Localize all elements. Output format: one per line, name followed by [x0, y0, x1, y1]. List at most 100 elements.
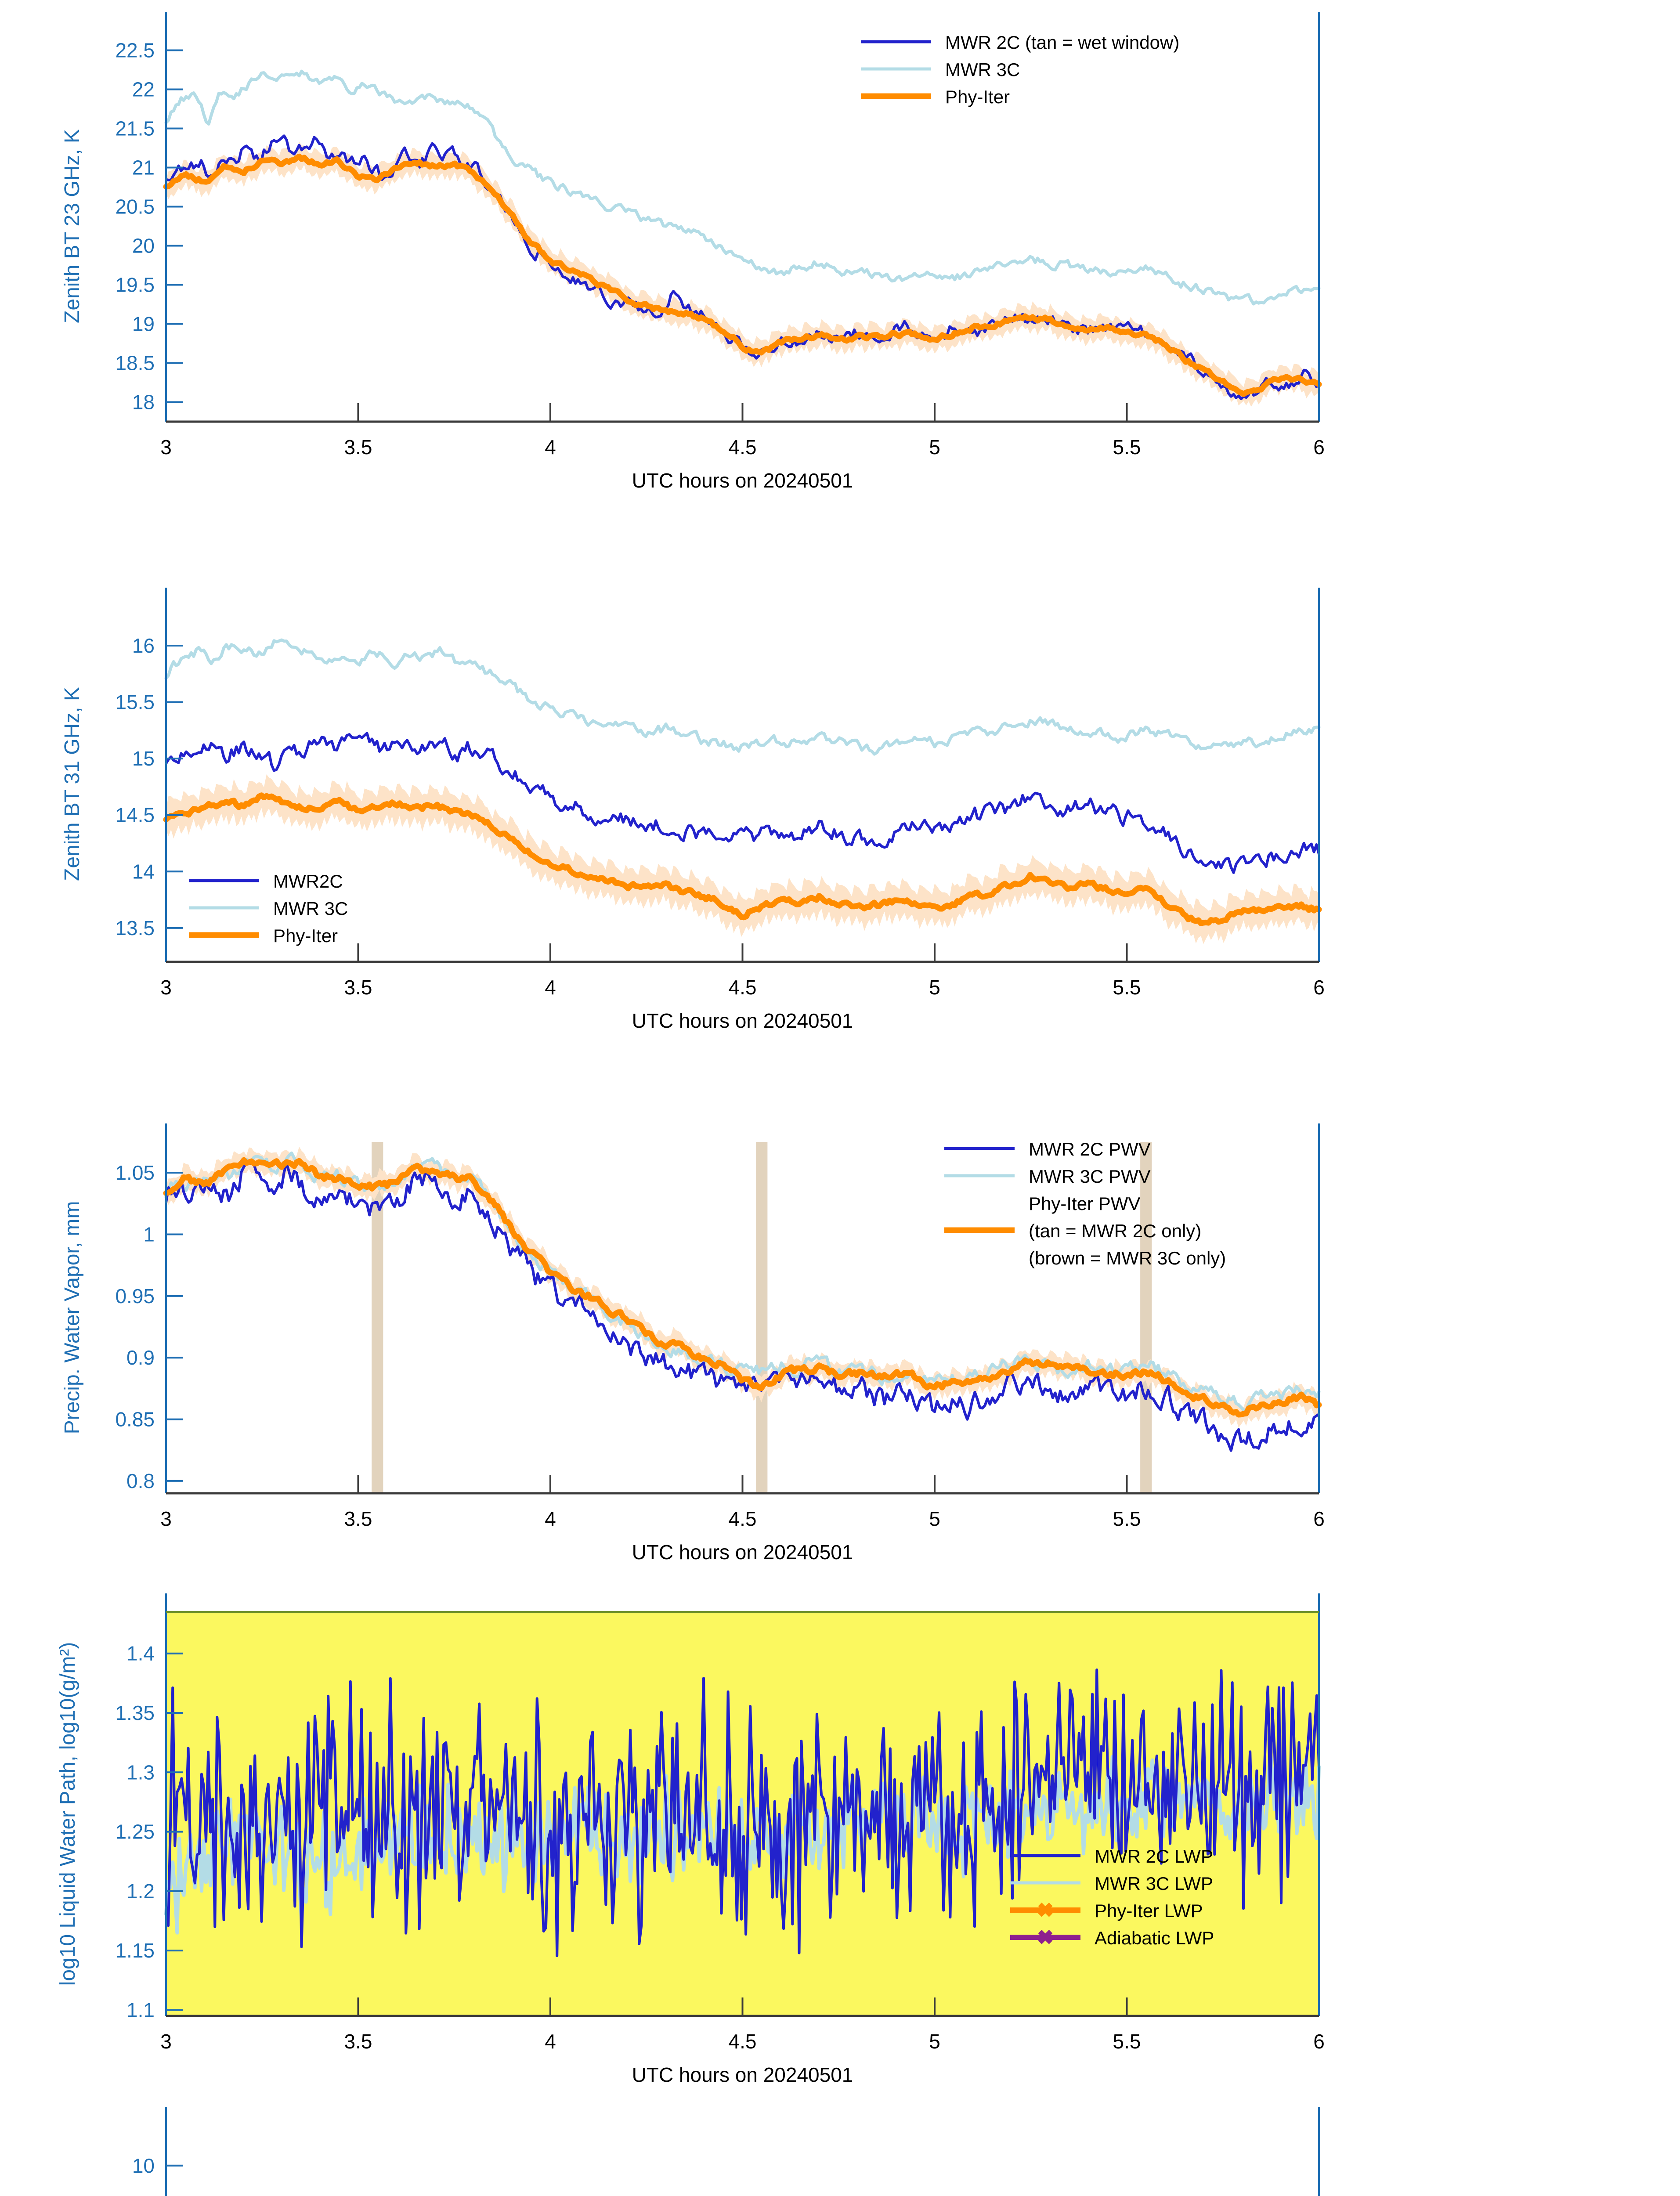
legend-label-2: Phy-Iter: [273, 925, 338, 946]
y-tick-label-5: 10: [132, 2154, 155, 2177]
x-tick-label-6: 6: [1313, 436, 1325, 459]
y-tick-label-2: 1.2: [126, 1880, 155, 1903]
x-tick-label-4: 5: [929, 2030, 940, 2053]
y-tick-label-0: 13.5: [115, 917, 155, 939]
x-tick-label-0: 3: [160, 2030, 172, 2053]
legend: MWR 2C LWP MWR 3C LWP ✖ Phy-Iter LWP ✖ Adiaba…: [1010, 1846, 1214, 1949]
legend: MWR 2C (tan = wet window) MWR 3C Phy-Iter: [861, 32, 1179, 107]
series-line-0: [164, 1151, 1321, 1412]
x-tick-label-5: 5.5: [1113, 1507, 1141, 1530]
y-tick-label-5: 20.5: [115, 195, 155, 218]
legend: MWR 2C PWV MWR 3C PWV Phy-Iter PWV (tan = M…: [944, 1139, 1226, 1268]
y-tick-label-6: 1.4: [126, 1642, 155, 1665]
x-axis-label: UTC hours on 20240501: [632, 1009, 853, 1032]
series-line-0: [164, 69, 1321, 306]
panel-lwp-svg: 1.1 1.15 1.2 1.25 1.3 1.35 1.4 3 3.5 4 4.5 5 5.5 6 UTC…: [56, 1593, 1325, 2086]
series-line-0: [164, 1747, 1321, 1935]
x-tick-label-2: 4: [545, 1507, 556, 1530]
x-tick-label-5: 5.5: [1113, 976, 1141, 999]
series-line-0: [164, 638, 1321, 756]
panel-zenith-bt-23ghz: 18 18.5 19 19.5 20 20.5 21 21.5 22 22.5 3 3.5 4 4.5 5 5…: [0, 0, 1680, 584]
x-tick-label-6: 6: [1313, 1507, 1325, 1530]
y-tick-label-2: 14.5: [115, 804, 155, 827]
x-tick-label-0: 3: [160, 1507, 172, 1530]
x-tick-label-0: 3: [160, 976, 172, 999]
panel-log10-lwp: 1.1 1.15 1.2 1.25 1.3 1.35 1.4 3 3.5 4 4.5 5 5.5 6 UTC…: [0, 1581, 1680, 2165]
x-tick-label-3: 4.5: [729, 436, 757, 459]
legend-marker-icon-3: ✖: [1037, 1926, 1054, 1949]
y-tick-label-3: 19.5: [115, 274, 155, 296]
uncertainty-band-2: [166, 141, 1319, 407]
legend-label-1: MWR 3C: [273, 898, 348, 919]
legend-label-2: Phy-Iter PWV: [1029, 1193, 1140, 1214]
panel-bt23-svg: 18 18.5 19 19.5 20 20.5 21 21.5 22 22.5 3 3.5 4 4.5 5 5…: [61, 12, 1325, 492]
y-tick-label-2: 19: [132, 313, 155, 336]
legend-label-0: MWR 2C PWV: [1029, 1139, 1151, 1159]
x-tick-label-1: 3.5: [344, 1507, 372, 1530]
x-tick-label-2: 4: [545, 976, 556, 999]
wet-window-band-2: [1140, 1142, 1152, 1493]
y-tick-label-0: 0.8: [126, 1470, 155, 1492]
y-tick-label-1: 1.15: [115, 1939, 155, 1962]
panel-bt31-svg: 13.5 14 14.5 15 15.5 16 3 3.5 4 4.5 5 5.5 6 UTC hours…: [61, 588, 1325, 1032]
y-tick-label-4: 20: [132, 235, 155, 257]
y-tick-label-3: 0.95: [115, 1285, 155, 1307]
y-tick-label-6: 21: [132, 156, 155, 179]
y-tick-label-4: 1.3: [126, 1761, 155, 1784]
y-tick-label-7: 21.5: [115, 117, 155, 140]
legend-label-2: Phy-Iter LWP: [1095, 1900, 1203, 1921]
x-tick-label-2: 4: [545, 2030, 556, 2053]
x-tick-label-1: 3.5: [344, 436, 372, 459]
series-line-2: [163, 792, 1322, 926]
panel-precip-water-vapor: 0.8 0.85 0.9 0.95 1 1.05 3 3.5 4 4.5 5 5.5 6 UTC hour…: [0, 1067, 1680, 1651]
y-axis-label: Zenith BT 31 GHz, K: [61, 687, 84, 881]
x-tick-label-0: 3: [160, 436, 172, 459]
legend-label-0: MWR 2C LWP: [1095, 1846, 1213, 1867]
y-tick-label-2: 0.9: [126, 1346, 155, 1369]
y-axis-label: Zenith BT 23 GHz, K: [61, 129, 84, 323]
x-tick-label-3: 4.5: [729, 2030, 757, 2053]
x-tick-label-6: 6: [1313, 976, 1325, 999]
x-tick-label-6: 6: [1313, 2030, 1325, 2053]
y-tick-label-3: 15: [132, 747, 155, 770]
y-tick-label-1: 0.85: [115, 1408, 155, 1431]
x-tick-label-4: 5: [929, 436, 940, 459]
y-tick-label-3: 1.25: [115, 1820, 155, 1843]
wet-window-band-0: [372, 1142, 383, 1493]
x-tick-label-5: 5.5: [1113, 2030, 1141, 2053]
y-tick-label-4: 15.5: [115, 691, 155, 714]
y-tick-label-5: 16: [132, 634, 155, 657]
legend-label-0: MWR 2C (tan = wet window): [945, 32, 1179, 53]
y-tick-label-1: 14: [132, 860, 155, 883]
x-axis-label: UTC hours on 20240501: [632, 469, 853, 492]
legend-marker-icon-2: ✖: [1037, 1899, 1054, 1922]
uncertainty-band-2: [166, 774, 1319, 944]
x-tick-label-4: 5: [929, 1507, 940, 1530]
y-tick-label-0: 1.1: [126, 1998, 155, 2021]
y-tick-label-1: 18.5: [115, 352, 155, 375]
series-line-1: [165, 1668, 1320, 1958]
series-line-1: [165, 1162, 1320, 1452]
x-tick-label-3: 4.5: [729, 976, 757, 999]
wet-window-band-1: [756, 1142, 768, 1493]
legend-label-3: Adiabatic LWP: [1095, 1928, 1214, 1948]
series-line-1: [165, 732, 1320, 874]
legend-label-3: (tan = MWR 2C only): [1029, 1221, 1201, 1241]
x-tick-label-5: 5.5: [1113, 436, 1141, 459]
y-tick-label-5: 1.35: [115, 1701, 155, 1724]
x-tick-label-3: 4.5: [729, 1507, 757, 1530]
y-tick-label-5: 1.05: [115, 1161, 155, 1184]
x-tick-label-1: 3.5: [344, 976, 372, 999]
y-axis-label: Precip. Water Vapor, mm: [61, 1201, 84, 1434]
legend: MWR2C MWR 3C Phy-Iter: [189, 871, 348, 946]
x-tick-label-4: 5: [929, 976, 940, 999]
legend-label-1: MWR 3C PWV: [1029, 1166, 1151, 1187]
y-tick-label-0: 18: [132, 391, 155, 414]
uncertainty-band-2: [166, 1146, 1319, 1428]
series-line-2: [163, 1157, 1322, 1418]
x-tick-label-1: 3.5: [344, 2030, 372, 2053]
y-tick-label-4: 1: [143, 1223, 155, 1246]
